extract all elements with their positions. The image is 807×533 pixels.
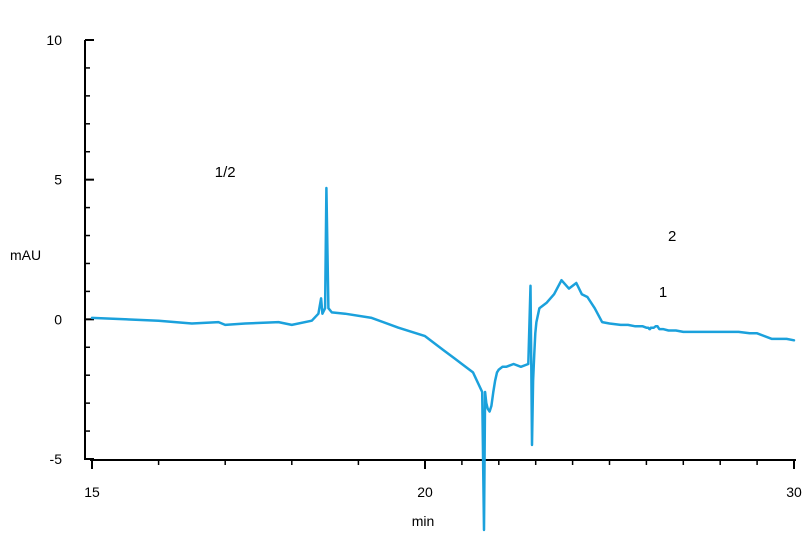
- y-tick-label: 10: [46, 32, 62, 48]
- x-tick-label: 20: [417, 484, 433, 500]
- peak-label: 1/2: [215, 164, 236, 181]
- y-tick-label: -5: [50, 451, 63, 467]
- plot-area: 1/2 1 2: [90, 164, 796, 532]
- chromatogram-trace: [90, 186, 796, 532]
- y-axis-title: mAU: [10, 247, 41, 263]
- y-tick-label: 5: [54, 172, 62, 188]
- x-axis: 15 20 30: [84, 459, 802, 500]
- peak-label: 1: [659, 284, 667, 301]
- x-axis-title: min: [412, 513, 435, 529]
- peak-label: 2: [668, 228, 676, 245]
- x-tick-label: 30: [786, 484, 802, 500]
- y-tick-label: 0: [54, 311, 62, 327]
- x-tick-label: 15: [84, 484, 100, 500]
- y-axis: 10 5 0 -5: [46, 32, 94, 467]
